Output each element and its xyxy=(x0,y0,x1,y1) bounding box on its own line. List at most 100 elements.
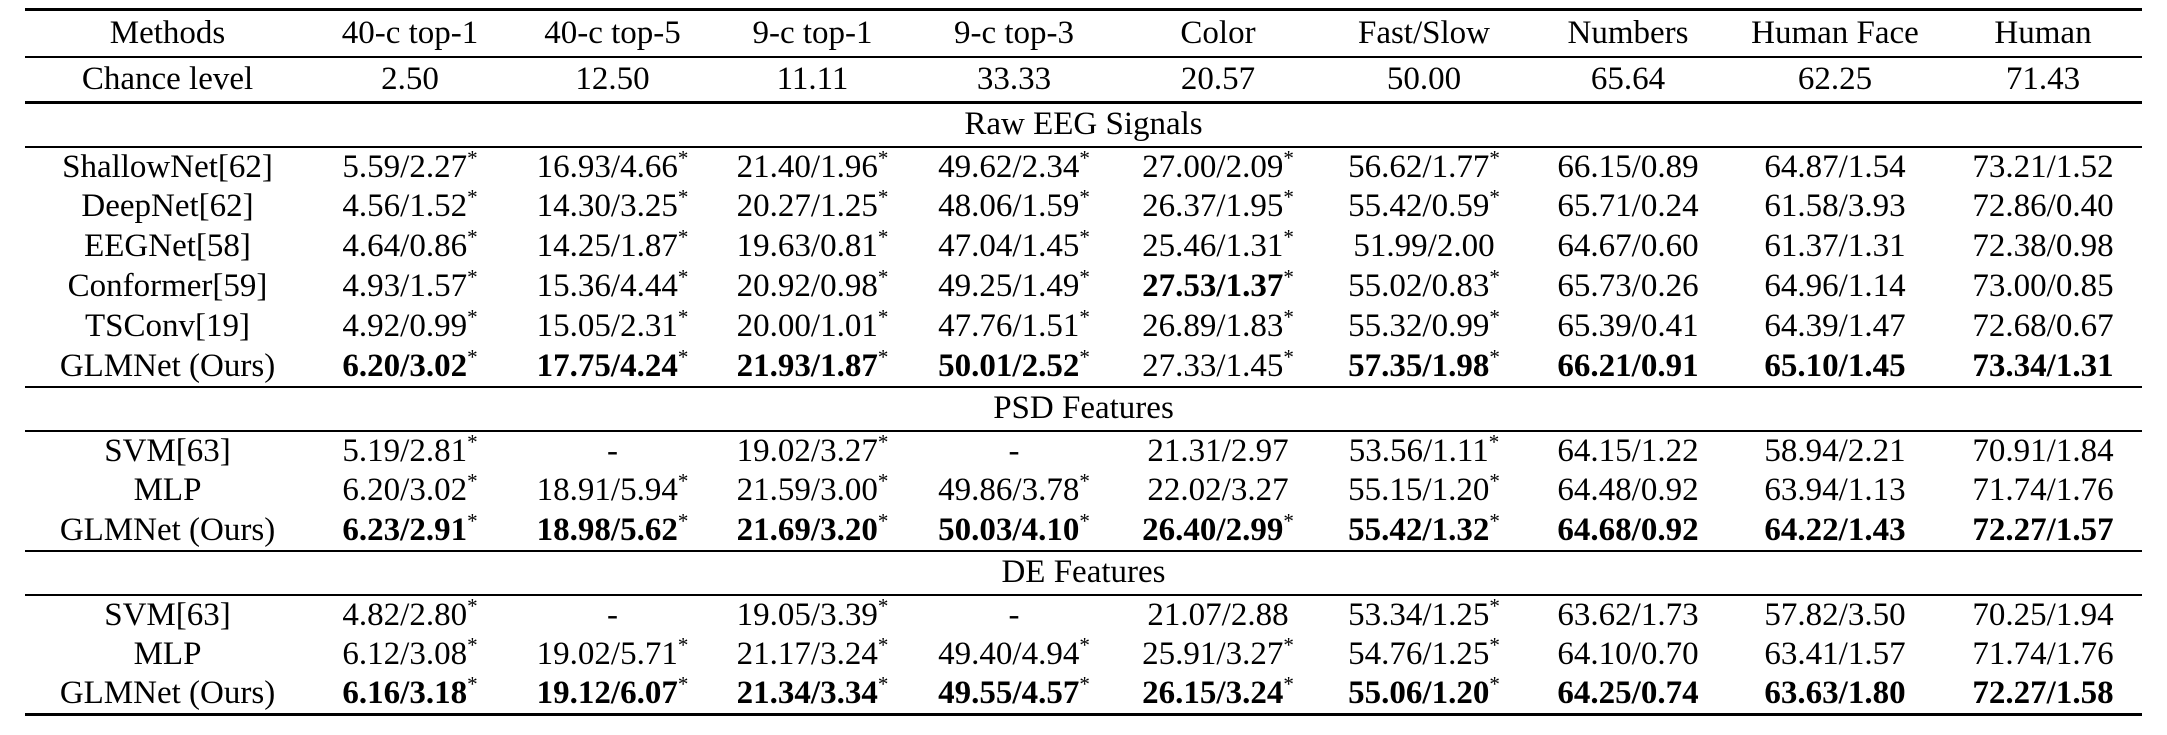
result-cell: 65.73/0.26 xyxy=(1530,267,1726,307)
result-value: 25.91/3.27 xyxy=(1142,636,1284,672)
section-row: Raw EEG Signals xyxy=(25,102,2142,148)
result-value: 58.94/2.21 xyxy=(1764,432,1906,469)
method-name: Conformer[59] xyxy=(67,268,268,304)
result-cell: 21.93/1.87* xyxy=(715,346,910,388)
result-cell: - xyxy=(910,431,1118,471)
method-name: DeepNet[62] xyxy=(81,188,254,224)
chance-level-value: 71.43 xyxy=(1944,56,2142,104)
result-value: 49.62/2.34 xyxy=(938,148,1080,185)
result-cell: 21.07/2.88 xyxy=(1118,595,1318,635)
result-value: - xyxy=(607,432,618,469)
result-value: 27.53/1.37 xyxy=(1142,268,1284,304)
result-cell: - xyxy=(510,595,715,635)
result-value: 14.30/3.25 xyxy=(536,188,678,224)
result-cell: 49.55/4.57* xyxy=(910,674,1118,716)
significance-star: * xyxy=(467,346,478,369)
column-header: Human Face xyxy=(1726,8,1944,58)
result-value: 21.31/2.97 xyxy=(1147,432,1289,469)
result-value: 64.67/0.60 xyxy=(1557,228,1699,264)
result-cell: 55.15/1.20* xyxy=(1318,471,1530,511)
result-value: 63.41/1.57 xyxy=(1764,636,1906,672)
result-cell: 5.59/2.27* xyxy=(310,147,510,187)
result-cell: 55.42/0.59* xyxy=(1318,187,1530,227)
significance-star: * xyxy=(1283,226,1294,249)
result-cell: 27.00/2.09* xyxy=(1118,147,1318,187)
significance-star: * xyxy=(1489,634,1500,657)
result-value: 73.21/1.52 xyxy=(1972,148,2114,185)
significance-star: * xyxy=(877,634,889,657)
result-value: 19.02/5.71 xyxy=(536,636,678,672)
result-cell: 54.76/1.25* xyxy=(1318,635,1530,675)
result-value: 55.06/1.20 xyxy=(1348,675,1490,712)
table-row: MLP 6.20/3.02* 18.91/5.94* 21.59/3.00* 49.86… xyxy=(25,471,2142,511)
result-value: 63.63/1.80 xyxy=(1764,675,1906,712)
result-value: 4.64/0.86 xyxy=(342,228,468,264)
result-cell: 4.93/1.57* xyxy=(310,267,510,307)
result-cell: 49.25/1.49* xyxy=(910,267,1118,307)
column-header: Color xyxy=(1118,8,1318,58)
result-cell: 56.62/1.77* xyxy=(1318,147,1530,187)
result-cell: 70.91/1.84 xyxy=(1944,431,2142,471)
result-cell: 25.46/1.31* xyxy=(1118,227,1318,267)
result-cell: 27.53/1.37* xyxy=(1118,267,1318,307)
result-value: 66.21/0.91 xyxy=(1557,347,1699,384)
significance-star: * xyxy=(1283,634,1294,657)
chance-level-value: 20.57 xyxy=(1118,56,1318,104)
result-value: 57.35/1.98 xyxy=(1348,347,1490,384)
result-cell: 63.62/1.73 xyxy=(1530,595,1726,635)
chance-level-value: 50.00 xyxy=(1318,56,1530,104)
result-cell: 63.41/1.57 xyxy=(1726,635,1944,675)
result-cell: 21.31/2.97 xyxy=(1118,431,1318,471)
section-title: DE Features xyxy=(25,550,2142,596)
result-cell: 64.48/0.92 xyxy=(1530,471,1726,511)
result-value: 26.15/3.24 xyxy=(1142,675,1284,712)
significance-star: * xyxy=(877,306,889,329)
result-value: 54.76/1.25 xyxy=(1348,636,1490,672)
result-value: 21.59/3.00 xyxy=(736,472,878,508)
result-cell: 6.20/3.02* xyxy=(310,471,510,511)
table-row: SVM[63] 4.82/2.80* -19.05/3.39* -21.07/2.88… xyxy=(25,595,2142,635)
result-value: 65.10/1.45 xyxy=(1764,347,1906,384)
result-value: 72.68/0.67 xyxy=(1972,308,2114,344)
significance-star: * xyxy=(1079,186,1090,209)
result-value: 71.74/1.76 xyxy=(1972,636,2114,672)
result-value: 25.46/1.31 xyxy=(1142,228,1284,264)
result-cell: 66.21/0.91 xyxy=(1530,346,1726,388)
result-value: 19.05/3.39 xyxy=(736,596,878,633)
table-row: GLMNet (Ours) 6.20/3.02* 17.75/4.24* 21.93/… xyxy=(25,346,2142,388)
result-cell: 21.69/3.20* xyxy=(715,510,910,552)
significance-star: * xyxy=(1079,674,1090,697)
significance-star: * xyxy=(677,226,689,249)
significance-star: * xyxy=(677,634,689,657)
result-value: 66.15/0.89 xyxy=(1557,148,1699,185)
significance-star: * xyxy=(1489,306,1500,329)
significance-star: * xyxy=(677,146,689,170)
result-value: 15.36/4.44 xyxy=(536,268,678,304)
significance-star: * xyxy=(1079,226,1090,249)
result-cell: 14.30/3.25* xyxy=(510,187,715,227)
result-cell: 58.94/2.21 xyxy=(1726,431,1944,471)
result-cell: 26.15/3.24* xyxy=(1118,674,1318,716)
result-cell: 6.12/3.08* xyxy=(310,635,510,675)
result-cell: 6.16/3.18* xyxy=(310,674,510,716)
column-header: Fast/Slow xyxy=(1318,8,1530,58)
chance-level-value: 2.50 xyxy=(310,56,510,104)
result-value: 65.71/0.24 xyxy=(1557,188,1699,224)
result-cell: 64.67/0.60 xyxy=(1530,227,1726,267)
method-name: MLP xyxy=(133,636,202,672)
result-value: 4.56/1.52 xyxy=(342,188,468,224)
significance-star: * xyxy=(677,306,689,329)
result-cell: 19.02/3.27* xyxy=(715,431,910,471)
result-cell: 72.38/0.98 xyxy=(1944,227,2142,267)
result-cell: 50.03/4.10* xyxy=(910,510,1118,552)
result-value: 71.74/1.76 xyxy=(1972,472,2114,508)
result-value: 4.93/1.57 xyxy=(342,268,468,304)
result-cell: 21.40/1.96* xyxy=(715,147,910,187)
result-cell: 21.34/3.34* xyxy=(715,674,910,716)
chance-level-value: 11.11 xyxy=(715,56,910,104)
result-cell: 53.34/1.25* xyxy=(1318,595,1530,635)
method-name: ShallowNet[62] xyxy=(62,148,273,185)
result-value: 22.02/3.27 xyxy=(1147,472,1289,508)
significance-star: * xyxy=(877,430,889,454)
result-value: 73.34/1.31 xyxy=(1972,347,2114,384)
